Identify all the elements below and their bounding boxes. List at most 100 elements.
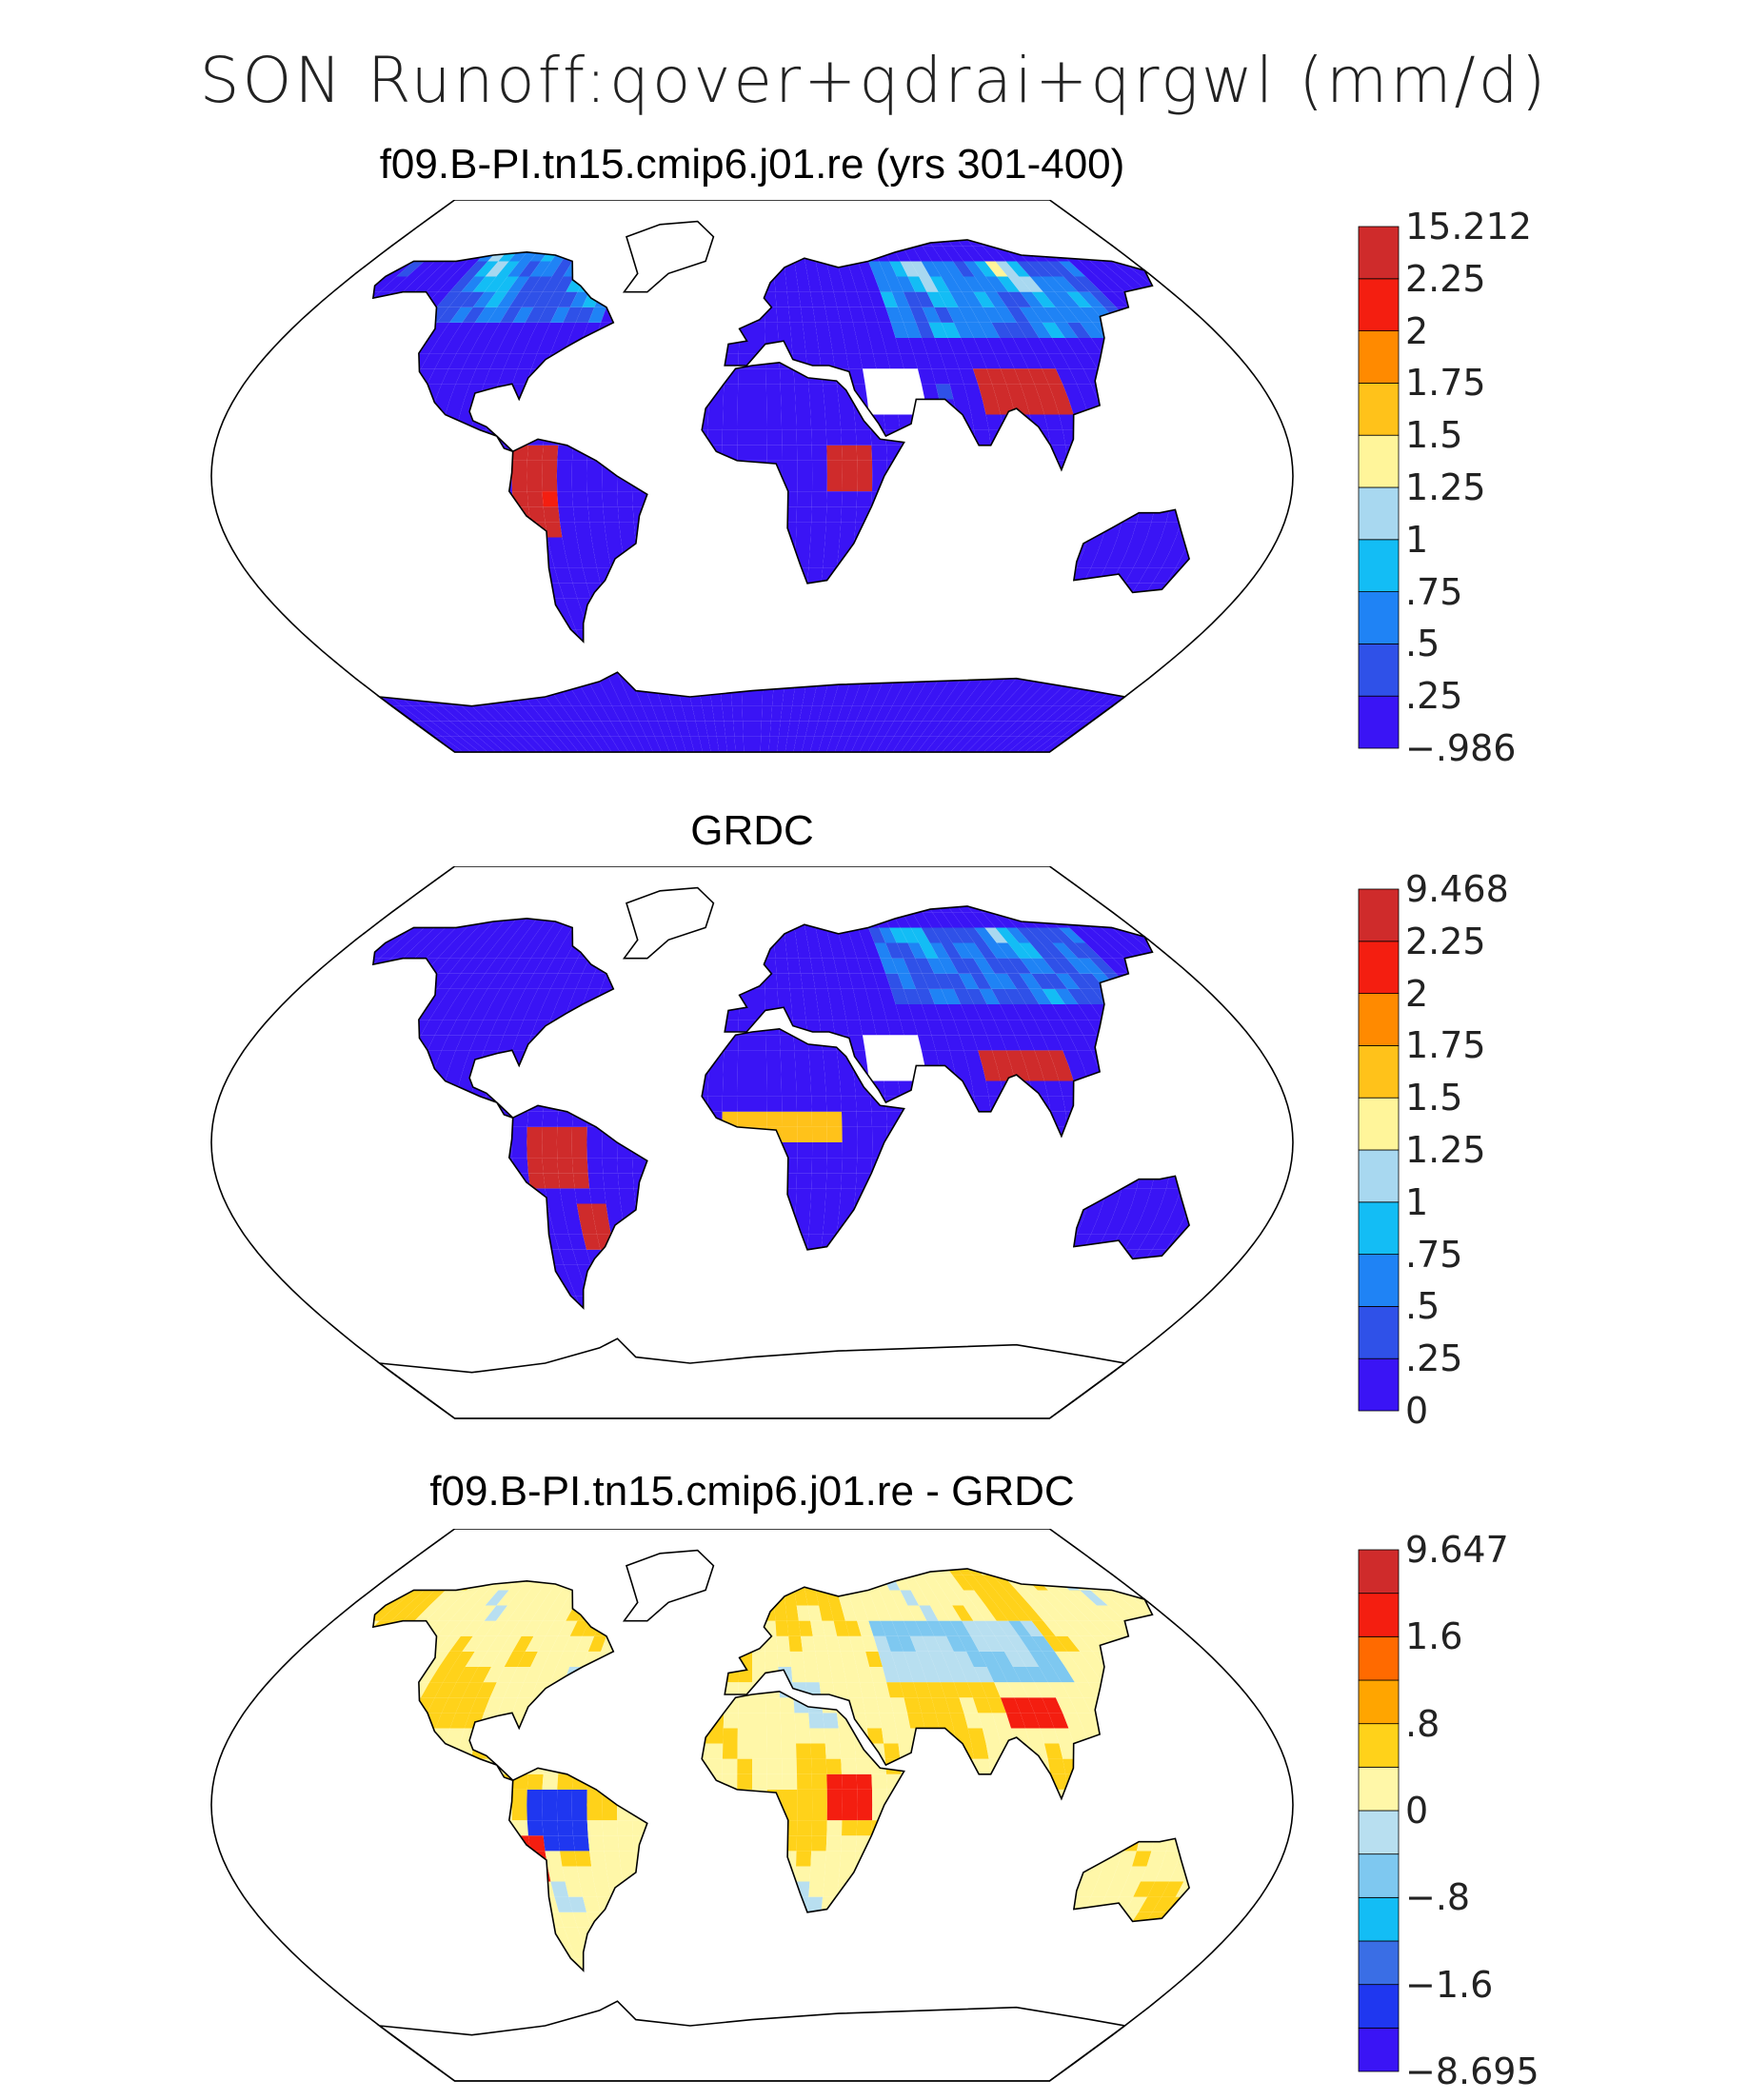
map-cell — [1147, 552, 1170, 568]
map-cell — [1048, 384, 1069, 400]
map-cell — [857, 1126, 873, 1142]
map-cell — [890, 322, 909, 338]
map-cell — [827, 705, 843, 722]
map-cell — [401, 705, 432, 722]
map-cell — [953, 322, 974, 338]
map-cell — [819, 942, 834, 959]
map-cell — [1152, 567, 1176, 584]
map-cell — [443, 1004, 466, 1020]
map-cell — [825, 1173, 843, 1189]
map-cell — [723, 399, 738, 415]
map-cell — [1005, 261, 1030, 277]
map-cell — [811, 1096, 827, 1112]
map-cell — [935, 1050, 954, 1066]
colorbar-swatch — [1358, 539, 1400, 592]
map-cell — [834, 736, 850, 752]
map-cell — [1054, 958, 1081, 974]
map-cell — [842, 460, 858, 476]
map-cell — [526, 491, 544, 507]
map-cell — [557, 445, 573, 461]
map-cell — [855, 429, 872, 446]
map-cell — [459, 721, 487, 737]
map-cell — [619, 1188, 636, 1204]
map-cell — [542, 1126, 558, 1142]
map-cell — [845, 353, 863, 369]
map-cell — [572, 690, 592, 706]
map-cell — [752, 414, 767, 430]
map-cell — [725, 736, 736, 752]
map-cell — [812, 1142, 827, 1159]
map-cell — [1052, 942, 1079, 959]
map-cell — [856, 338, 874, 354]
map-cell — [827, 988, 844, 1004]
map-cell — [903, 291, 923, 307]
map-cell — [733, 721, 744, 737]
map-cell — [1097, 276, 1125, 292]
map-cell — [1152, 1234, 1176, 1250]
map-cell — [575, 736, 596, 752]
map-cell — [857, 291, 874, 307]
map-cell — [766, 1080, 783, 1097]
map-cell — [431, 705, 460, 722]
map-cell — [702, 705, 715, 722]
map-cell — [485, 261, 509, 277]
map-cell — [1003, 988, 1026, 1004]
map-cell — [563, 307, 583, 323]
map-cell — [551, 705, 573, 722]
map-cell — [922, 912, 943, 928]
map-cell — [498, 1035, 518, 1051]
map-cell — [476, 1020, 497, 1036]
map-cell — [1090, 927, 1120, 943]
map-cell — [427, 1035, 449, 1051]
map-cell — [963, 1050, 983, 1066]
map-cell — [738, 1035, 752, 1051]
map-cell — [919, 276, 939, 292]
map-cell — [842, 1142, 858, 1159]
map-cell — [619, 522, 636, 538]
map-cell — [868, 291, 886, 307]
map-cell — [884, 736, 904, 752]
map-cell — [902, 690, 922, 706]
map-cell — [922, 690, 943, 706]
map-cell — [974, 276, 997, 292]
map-cell — [952, 276, 974, 292]
map-cell — [796, 721, 809, 737]
colorbar-swatch — [1358, 486, 1400, 541]
map-cell — [752, 1050, 767, 1066]
map-cell — [1025, 705, 1053, 722]
map-cell — [992, 912, 1017, 928]
map-cell — [885, 276, 904, 292]
map-cell — [788, 973, 803, 989]
map-cell — [1019, 942, 1043, 959]
map-cell — [859, 353, 877, 369]
map-cell — [587, 973, 606, 989]
map-cell — [912, 705, 933, 722]
map-cell — [1054, 988, 1079, 1004]
map-cell — [617, 1158, 633, 1174]
map-cell — [966, 322, 987, 338]
map-cell — [882, 1004, 901, 1020]
map-cell — [946, 721, 969, 737]
map-cell — [872, 1126, 887, 1142]
coastline-africa — [701, 361, 905, 584]
map-cell — [507, 942, 530, 959]
map-cell — [1080, 307, 1105, 323]
map-cell — [571, 1158, 588, 1174]
map-cell — [448, 958, 473, 974]
map-cell — [752, 384, 767, 400]
map-cell — [1035, 721, 1064, 737]
map-cell — [960, 705, 983, 722]
map-cell — [766, 1096, 783, 1112]
map-cell — [819, 1020, 835, 1036]
map-cell — [537, 338, 557, 354]
map-cell — [1020, 958, 1044, 974]
map-cell — [522, 705, 545, 722]
map-cell — [776, 973, 790, 989]
map-cell — [874, 705, 893, 722]
map-cell — [1146, 1188, 1167, 1204]
map-cell — [1147, 1218, 1170, 1235]
map-cell — [946, 307, 967, 323]
map-cell — [543, 322, 564, 338]
map-cell — [1097, 1203, 1118, 1219]
map-cell — [572, 506, 590, 523]
